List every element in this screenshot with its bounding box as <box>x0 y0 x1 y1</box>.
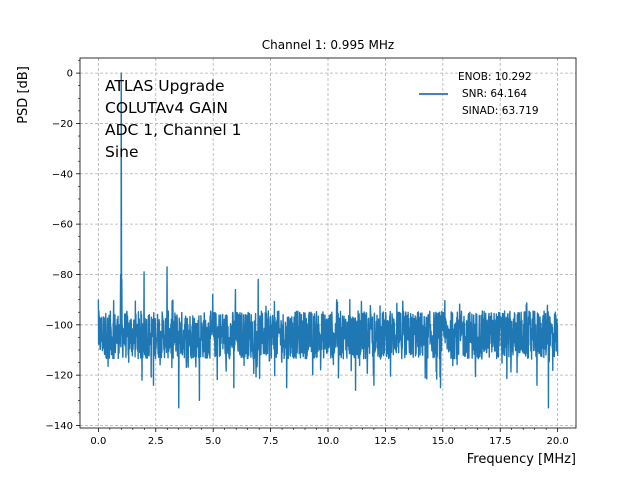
x-tick-label: 20.0 <box>546 436 568 447</box>
series-group <box>97 72 559 409</box>
y-tick-label: −80 <box>52 270 73 281</box>
annotation-line: ATLAS Upgrade <box>105 77 225 95</box>
y-tick-label: −20 <box>52 119 73 130</box>
annotation-line: ADC 1, Channel 1 <box>105 121 241 139</box>
x-tick-label: 5.0 <box>205 436 221 447</box>
legend-entry-line: SNR: 64.164 <box>462 88 527 100</box>
y-axis-label: PSD [dB] <box>16 66 31 124</box>
x-tick-label: 15.0 <box>432 436 454 447</box>
x-tick-label: 0.0 <box>90 436 106 447</box>
annotation-line: Sine <box>105 143 139 161</box>
y-tick-label: −100 <box>46 320 73 331</box>
x-axis-label: Frequency [MHz] <box>467 452 576 467</box>
x-tick-label: 17.5 <box>489 436 511 447</box>
psd-series-line <box>97 72 559 409</box>
x-tick-label: 12.5 <box>374 436 396 447</box>
legend-entry-line: SINAD: 63.719 <box>462 105 539 117</box>
legend-entry-line: ENOB: 10.292 <box>458 71 532 83</box>
x-tick-label: 2.5 <box>148 436 164 447</box>
x-tick-label: 7.5 <box>263 436 279 447</box>
annotation-line: COLUTAv4 GAIN <box>105 99 228 117</box>
chart-title: Channel 1: 0.995 MHz <box>262 38 394 52</box>
x-axis: 0.0 2.5 5.0 7.5 10.0 12.5 15.0 17.5 20.0 <box>90 428 569 447</box>
legend: ENOB: 10.292 SNR: 64.164 SINAD: 63.719 <box>419 71 539 117</box>
y-tick-label: −120 <box>46 371 73 382</box>
x-tick-label: 10.0 <box>317 436 339 447</box>
y-tick-label: −60 <box>52 220 73 231</box>
y-axis: 0 −20 −40 −60 −80 −100 −120 −140 <box>46 60 80 432</box>
y-tick-label: 0 <box>67 69 73 80</box>
annotation-block: ATLAS Upgrade COLUTAv4 GAIN ADC 1, Channel… <box>105 77 241 161</box>
y-tick-label: −140 <box>46 421 73 432</box>
y-tick-label: −40 <box>52 169 73 180</box>
